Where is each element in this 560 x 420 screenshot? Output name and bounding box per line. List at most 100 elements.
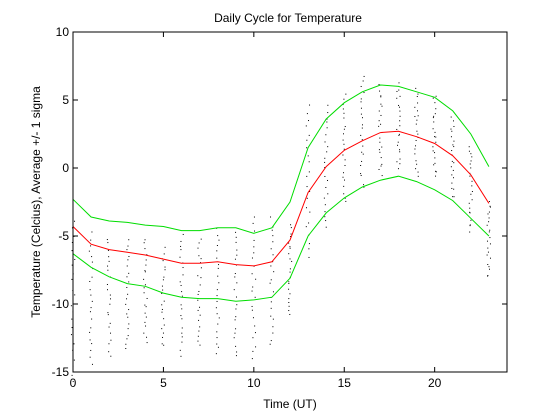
scatter-point [398, 133, 400, 135]
scatter-point [415, 139, 417, 141]
scatter-point [343, 185, 345, 187]
scatter-point [216, 300, 218, 302]
scatter-point [324, 204, 326, 206]
scatter-point [180, 284, 182, 286]
scatter-point [251, 273, 253, 275]
scatter-point [110, 339, 112, 341]
y-tick-label: 5 [62, 93, 69, 107]
scatter-point [163, 300, 165, 302]
scatter-point [414, 153, 416, 155]
scatter-point [489, 268, 491, 270]
scatter-point [197, 309, 199, 311]
scatter-point [272, 235, 274, 237]
x-tick-label: 20 [428, 376, 442, 390]
scatter-point [127, 259, 129, 261]
scatter-point [125, 303, 127, 305]
scatter-point [108, 326, 110, 328]
scatter-point [453, 196, 455, 198]
scatter-point [378, 149, 380, 151]
scatter-point [233, 289, 235, 291]
scatter-point [197, 299, 199, 301]
scatter-point [271, 229, 273, 231]
scatter-point [343, 193, 345, 195]
scatter-point [179, 349, 181, 351]
scatter-point [236, 249, 238, 251]
scatter-point [198, 242, 200, 244]
scatter-point [487, 275, 489, 277]
scatter-point [90, 245, 92, 247]
scatter-point [488, 211, 490, 213]
scatter-point [236, 282, 238, 284]
scatter-point [290, 227, 292, 229]
scatter-point [471, 180, 473, 182]
scatter-point [381, 163, 383, 165]
scatter-point [180, 304, 182, 306]
scatter-point [469, 224, 471, 226]
scatter-point [216, 295, 218, 297]
scatter-point [452, 196, 454, 198]
scatter-point [360, 174, 362, 176]
scatter-point [199, 326, 201, 328]
scatter-point [471, 191, 473, 193]
scatter-point [218, 317, 220, 319]
scatter-point [488, 217, 490, 219]
scatter-point [253, 216, 255, 218]
scatter-point [144, 312, 146, 314]
scatter-point [398, 134, 400, 136]
scatter-point [361, 117, 363, 119]
scatter-point [324, 157, 326, 159]
scatter-point [487, 264, 489, 266]
scatter-point [363, 184, 365, 186]
scatter-point [251, 309, 253, 311]
scatter-point [89, 311, 91, 313]
scatter-point [272, 318, 274, 320]
scatter-point [324, 161, 326, 163]
scatter-point [308, 248, 310, 250]
scatter-point [164, 246, 166, 248]
scatter-point [269, 343, 271, 345]
scatter-point [344, 165, 346, 167]
scatter-point [378, 110, 380, 112]
scatter-point [145, 264, 147, 266]
axis-ticks: 0 5 10 15 20 -15 -10 -5 0 5 10 [52, 25, 507, 390]
scatter-point [342, 108, 344, 110]
scatter-point [327, 104, 329, 106]
scatter-point [199, 306, 201, 308]
scatter-point [470, 160, 472, 162]
scatter-point [306, 175, 308, 177]
scatter-point [146, 336, 148, 338]
scatter-point [235, 231, 237, 233]
scatter-point [90, 307, 92, 309]
scatter-point [197, 340, 199, 342]
scatter-point [180, 315, 182, 317]
scatter-point [378, 84, 380, 86]
scatter-point [342, 133, 344, 135]
scatter-point [324, 167, 326, 169]
scatter-point [417, 171, 419, 173]
scatter-point [399, 163, 401, 165]
scatter-point [307, 155, 309, 157]
scatter-point [91, 256, 93, 258]
scatter-point [360, 113, 362, 115]
scatter-point [308, 161, 310, 163]
scatter-point [106, 283, 108, 285]
scatter-point [200, 258, 202, 260]
scatter-point [453, 177, 455, 179]
scatter-point [182, 233, 184, 235]
scatter-point [453, 162, 455, 164]
scatter-point [91, 300, 93, 302]
scatter-point [323, 197, 325, 199]
x-axis-title: Time (UT) [263, 397, 317, 411]
scatter-point [73, 359, 75, 361]
scatter-point [397, 168, 399, 170]
scatter-point [487, 213, 489, 215]
scatter-point [234, 319, 236, 321]
scatter-point [107, 269, 109, 271]
series-lines [72, 84, 490, 302]
scatter-point [199, 284, 201, 286]
scatter-point [272, 332, 274, 334]
scatter-point [200, 267, 202, 269]
scatter-point [381, 105, 383, 107]
scatter-point [106, 239, 108, 241]
scatter-point [305, 226, 307, 228]
